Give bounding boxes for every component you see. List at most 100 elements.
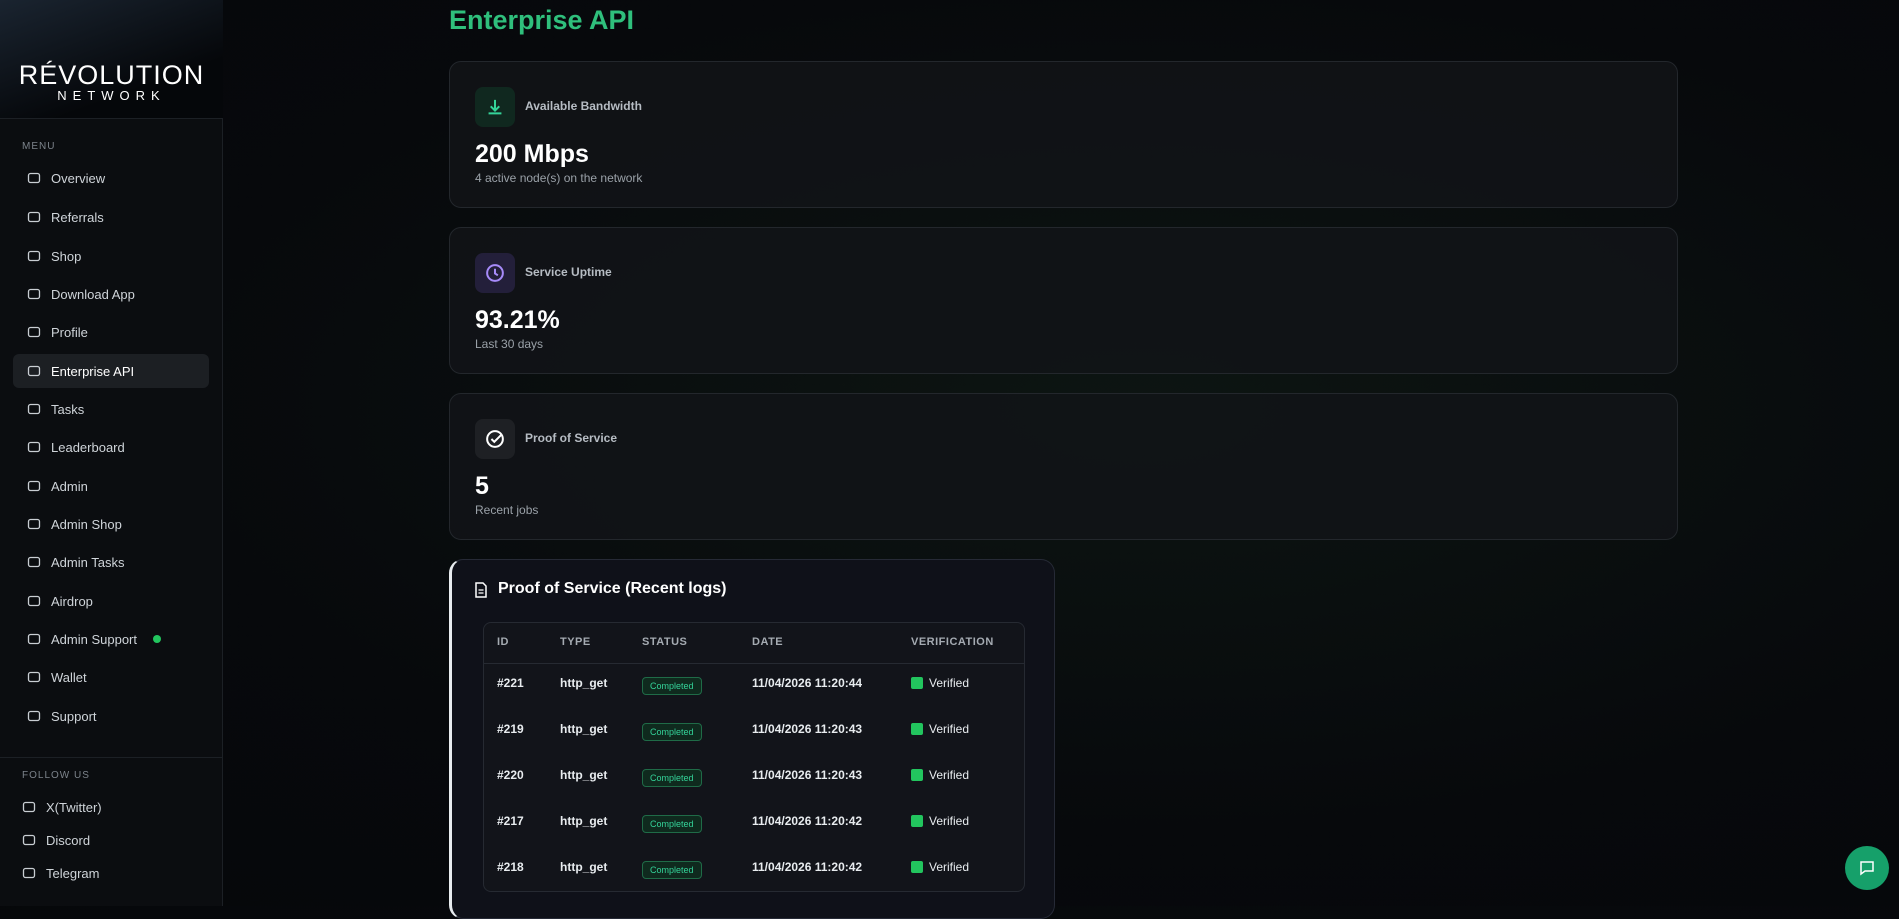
check bbox=[911, 723, 923, 735]
menu-text: Wallet bbox=[51, 669, 87, 685]
cell: 11/04/2026 11:20:42 bbox=[752, 814, 863, 828]
stat-card: Available Bandwidth 200 Mbps 4 active node… bbox=[449, 61, 1678, 208]
icon bbox=[486, 264, 504, 282]
menu-item[interactable]: Download App bbox=[13, 277, 209, 311]
menu-item[interactable]: Tasks bbox=[13, 392, 209, 426]
doc-icon bbox=[475, 582, 487, 598]
verified-text: Verified bbox=[929, 722, 970, 736]
menu-text: Tasks bbox=[51, 401, 85, 417]
menu-text: Shop bbox=[51, 248, 82, 264]
icon bbox=[27, 172, 41, 184]
menu-item[interactable]: Referrals bbox=[13, 200, 209, 234]
social-link[interactable]: X(Twitter) bbox=[8, 790, 204, 824]
cell: http_get bbox=[560, 814, 608, 828]
menu-item[interactable]: Enterprise API bbox=[13, 354, 209, 388]
status-badge: Completed bbox=[642, 815, 702, 833]
card-label: Proof of Service bbox=[525, 431, 618, 445]
stat-card: Service Uptime 93.21% Last 30 days bbox=[449, 227, 1678, 374]
card-note: Last 30 days bbox=[475, 337, 544, 351]
menu-text: Support bbox=[51, 708, 97, 724]
stat-card: Proof of Service 5 Recent jobs bbox=[449, 393, 1678, 540]
status-badge: Completed bbox=[642, 861, 702, 879]
status-dot bbox=[153, 635, 161, 643]
verified-text: Verified bbox=[929, 860, 970, 874]
menu-item[interactable]: Airdrop bbox=[13, 584, 209, 618]
logo-title: RÉVOLUTION bbox=[18, 60, 205, 90]
icon bbox=[488, 99, 502, 115]
menu-item[interactable]: Admin Tasks bbox=[13, 545, 209, 579]
card-note: Recent jobs bbox=[475, 503, 539, 517]
status-badge: Completed bbox=[642, 677, 702, 695]
icon bbox=[27, 633, 41, 645]
icon bbox=[27, 480, 41, 492]
icon bbox=[22, 867, 36, 879]
column-header: VERIFICATION bbox=[911, 636, 994, 648]
verification: Verified bbox=[911, 676, 969, 690]
menu-item[interactable]: Overview bbox=[13, 161, 209, 195]
follow-label: FOLLOW US bbox=[22, 770, 90, 781]
social-link[interactable]: Discord bbox=[8, 823, 204, 857]
column-header: TYPE bbox=[560, 636, 591, 648]
menu-item[interactable]: Admin Support bbox=[13, 622, 209, 656]
icon bbox=[27, 671, 41, 683]
menu-text: Enterprise API bbox=[51, 363, 135, 379]
menu-item[interactable]: Leaderboard bbox=[13, 430, 209, 464]
menu-text: Admin Support bbox=[51, 631, 137, 647]
cell: http_get bbox=[560, 722, 608, 736]
menu-item[interactable]: Shop bbox=[13, 239, 209, 273]
sidebar: RÉVOLUTION NETWORK MENU FOLLOW US Overvi… bbox=[0, 0, 223, 906]
icon bbox=[27, 211, 41, 223]
icon bbox=[27, 326, 41, 338]
menu-text: Referrals bbox=[51, 209, 104, 225]
icon bbox=[27, 518, 41, 530]
verified-text: Verified bbox=[929, 768, 970, 782]
card-value: 200 Mbps bbox=[475, 140, 589, 168]
card-label: Service Uptime bbox=[525, 265, 612, 279]
logo-subtitle: NETWORK bbox=[57, 88, 166, 103]
header-line bbox=[484, 663, 1024, 664]
cell: #217 bbox=[497, 814, 524, 828]
verified-text: Verified bbox=[929, 676, 970, 690]
social-text: Telegram bbox=[46, 865, 100, 881]
check bbox=[911, 815, 923, 827]
menu-text: Overview bbox=[51, 170, 106, 186]
logs-panel: Proof of Service (Recent logs) ID TYPE STA… bbox=[449, 559, 1055, 919]
card-value: 5 bbox=[475, 472, 489, 500]
logo[interactable]: RÉVOLUTION NETWORK bbox=[0, 0, 223, 119]
social-link[interactable]: Telegram bbox=[8, 856, 204, 890]
social-text: Discord bbox=[46, 832, 91, 848]
menu-text: Admin bbox=[51, 478, 88, 494]
verification: Verified bbox=[911, 860, 969, 874]
cell: http_get bbox=[560, 860, 608, 874]
icon bbox=[27, 556, 41, 568]
icon bbox=[27, 441, 41, 453]
verification: Verified bbox=[911, 814, 969, 828]
column-header: ID bbox=[497, 636, 509, 648]
divider bbox=[0, 757, 223, 758]
chat-button[interactable] bbox=[1845, 846, 1889, 890]
menu-item[interactable]: Admin bbox=[13, 469, 209, 503]
menu-item[interactable]: Wallet bbox=[13, 660, 209, 694]
menu-item[interactable]: Profile bbox=[13, 315, 209, 349]
icon bbox=[486, 430, 504, 448]
verified-text: Verified bbox=[929, 814, 970, 828]
menu-text: Airdrop bbox=[51, 593, 93, 609]
menu-item[interactable]: Support bbox=[13, 699, 209, 733]
card-value: 93.21% bbox=[475, 306, 560, 334]
card-note: 4 active node(s) on the network bbox=[475, 171, 643, 185]
check bbox=[911, 677, 923, 689]
column-header: DATE bbox=[752, 636, 784, 648]
menu-text: Download App bbox=[51, 286, 135, 302]
status-badge: Completed bbox=[642, 723, 702, 741]
card-icon bbox=[475, 419, 515, 459]
card-icon bbox=[475, 253, 515, 293]
menu-item[interactable]: Admin Shop bbox=[13, 507, 209, 541]
cell: 11/04/2026 11:20:43 bbox=[752, 722, 863, 736]
icon bbox=[22, 834, 36, 846]
icon bbox=[27, 403, 41, 415]
menu-text: Admin Tasks bbox=[51, 554, 125, 570]
icon bbox=[27, 365, 41, 377]
cell: http_get bbox=[560, 676, 608, 690]
verification: Verified bbox=[911, 768, 969, 782]
cell: 11/04/2026 11:20:43 bbox=[752, 768, 863, 782]
